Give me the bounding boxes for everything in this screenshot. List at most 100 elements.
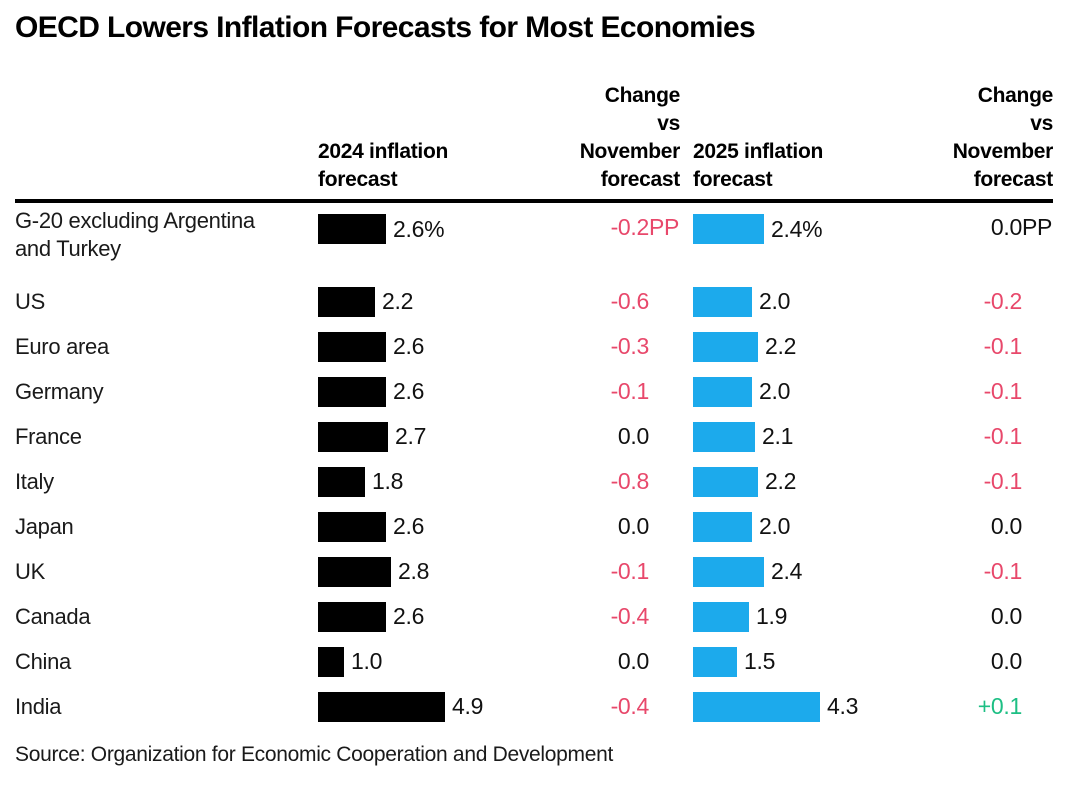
- bar-value-2025: 2.4: [771, 558, 803, 584]
- bar-2025-cell: 1.5: [693, 646, 873, 677]
- table-body: G-20 excluding Argentina and Turkey 2.6% -0…: [0, 203, 1080, 729]
- bar-value-2024: 2.6: [393, 603, 425, 629]
- column-header-change-2025: Change vs November forecast: [873, 82, 1054, 194]
- bar-2025: [693, 691, 820, 722]
- bar-2024-wrap: 1.8: [318, 466, 403, 497]
- bar-2025-wrap: 2.2: [693, 331, 796, 362]
- change-2024: -0.1: [490, 558, 680, 585]
- bar-2025-cell: 1.9: [693, 601, 873, 632]
- bar-2024: [318, 376, 386, 407]
- change-2025: 0.0: [873, 513, 1053, 540]
- bar-2025: [693, 214, 764, 244]
- change-2025: -0.1: [873, 558, 1053, 585]
- change-2025-value: +0.1: [977, 693, 1023, 719]
- country-label: Euro area: [15, 333, 318, 361]
- column-header-line: forecast: [693, 168, 773, 191]
- column-header-line: November: [952, 140, 1054, 163]
- source-note: Source: Organization for Economic Cooper…: [15, 743, 614, 766]
- bar-2025-wrap: 2.2: [693, 466, 797, 497]
- bar-2025-wrap: 2.0: [693, 376, 790, 407]
- change-2025: 0.0: [873, 648, 1053, 675]
- bar-2025-cell: 4.3: [693, 691, 873, 722]
- bar-2024-wrap: 2.6%: [318, 214, 445, 244]
- bar-value-2024: 1.0: [351, 648, 383, 674]
- table-row: Euro area 2.6 -0.3 2.2 -0.1: [15, 324, 1053, 369]
- column-header-line: forecast: [318, 168, 398, 191]
- change-2025-value: 0.0: [990, 603, 1022, 629]
- country-label-line: Euro area: [15, 333, 109, 359]
- table-row: India 4.9 -0.4 4.3 +0.1: [15, 684, 1053, 729]
- bar-2025-cell: 2.4: [693, 556, 873, 587]
- bar-2024: [318, 556, 391, 587]
- column-header-change-2024: Change vs November forecast: [490, 82, 681, 194]
- chart-title: OECD Lowers Inflation Forecasts for Most…: [15, 11, 756, 44]
- bar-2024-cell: 1.0: [318, 646, 490, 677]
- bar-value-2025: 2.1: [762, 423, 794, 449]
- country-label-line: India: [15, 693, 62, 719]
- change-2024: -0.3: [490, 333, 680, 360]
- change-2025-value: -0.1: [983, 378, 1023, 404]
- column-header-2024-forecast: 2024 inflation forecast: [318, 138, 490, 194]
- change-2025: -0.1: [873, 468, 1053, 495]
- change-2025: -0.2: [873, 288, 1053, 315]
- country-label: Japan: [15, 513, 318, 541]
- change-2024-value: 0.0: [617, 513, 649, 539]
- bar-2025: [693, 286, 752, 317]
- change-2024-value: -0.3: [610, 333, 650, 359]
- bar-value-2025: 1.5: [744, 648, 776, 674]
- bar-value-2025: 4.3: [827, 693, 859, 719]
- bar-value-2025: 2.0: [759, 288, 791, 314]
- change-2025-value: -0.2: [983, 288, 1023, 314]
- column-header-line: Change: [604, 84, 681, 107]
- bar-2024-wrap: 2.6: [318, 376, 424, 407]
- table-row: Italy 1.8 -0.8 2.2 -0.1: [15, 459, 1053, 504]
- change-2024-value: -0.6: [610, 288, 650, 314]
- table-row: UK 2.8 -0.1 2.4 -0.1: [15, 549, 1053, 594]
- table-row: Canada 2.6 -0.4 1.9 0.0: [15, 594, 1053, 639]
- bar-2024-wrap: 2.8: [318, 556, 429, 587]
- change-2024: -0.4: [490, 693, 680, 720]
- bar-value-2025: 2.2: [765, 468, 797, 494]
- bar-2024: [318, 511, 386, 542]
- change-2024-value: -0.4: [610, 603, 650, 629]
- change-2025-value: -0.1: [983, 423, 1023, 449]
- country-label-line: US: [15, 288, 45, 314]
- bar-2025-cell: 2.1: [693, 421, 873, 452]
- change-2024-value: -0.1: [610, 558, 650, 584]
- country-label: China: [15, 648, 318, 676]
- column-header-2025-forecast: 2025 inflation forecast: [693, 138, 873, 194]
- change-2024: -0.6: [490, 288, 680, 315]
- bar-2024-cell: 2.6: [318, 376, 490, 407]
- bar-2024: [318, 214, 386, 244]
- change-2025: 0.0: [873, 603, 1053, 630]
- column-header-line: Change: [977, 84, 1054, 107]
- bar-2025-cell: 2.2: [693, 466, 873, 497]
- bar-2024-cell: 2.6: [318, 601, 490, 632]
- change-2025-value: 0.0: [990, 214, 1022, 240]
- bar-2024-cell: 4.9: [318, 691, 490, 722]
- change-2024-value: 0.0: [617, 423, 649, 449]
- change-2025-value: -0.1: [983, 333, 1023, 359]
- country-label-line: and Turkey: [15, 236, 121, 261]
- bar-2024-wrap: 2.6: [318, 511, 424, 542]
- country-label-line: China: [15, 648, 71, 674]
- column-header-line: vs: [1030, 112, 1053, 135]
- table-row: Germany 2.6 -0.1 2.0 -0.1: [15, 369, 1053, 414]
- country-label: France: [15, 423, 318, 451]
- bar-2025-wrap: 2.0: [693, 511, 790, 542]
- bar-2024-wrap: 4.9: [318, 691, 483, 722]
- country-label-line: Italy: [15, 468, 54, 494]
- bar-value-2025: 2.4%: [771, 215, 823, 242]
- change-2025-value: 0.0: [990, 648, 1022, 674]
- country-label-line: Germany: [15, 378, 104, 404]
- bar-2025: [693, 466, 758, 497]
- bar-2024: [318, 331, 386, 362]
- country-label: Germany: [15, 378, 318, 406]
- bar-2025-cell: 2.4%: [693, 203, 873, 244]
- change-2024: 0.0: [490, 423, 680, 450]
- table-row: France 2.7 0.0 2.1 -0.1: [15, 414, 1053, 459]
- change-2025: 0.0 PP: [873, 203, 1053, 241]
- change-2025-value: -0.1: [983, 468, 1023, 494]
- change-2025: -0.1: [873, 333, 1053, 360]
- country-label: UK: [15, 558, 318, 586]
